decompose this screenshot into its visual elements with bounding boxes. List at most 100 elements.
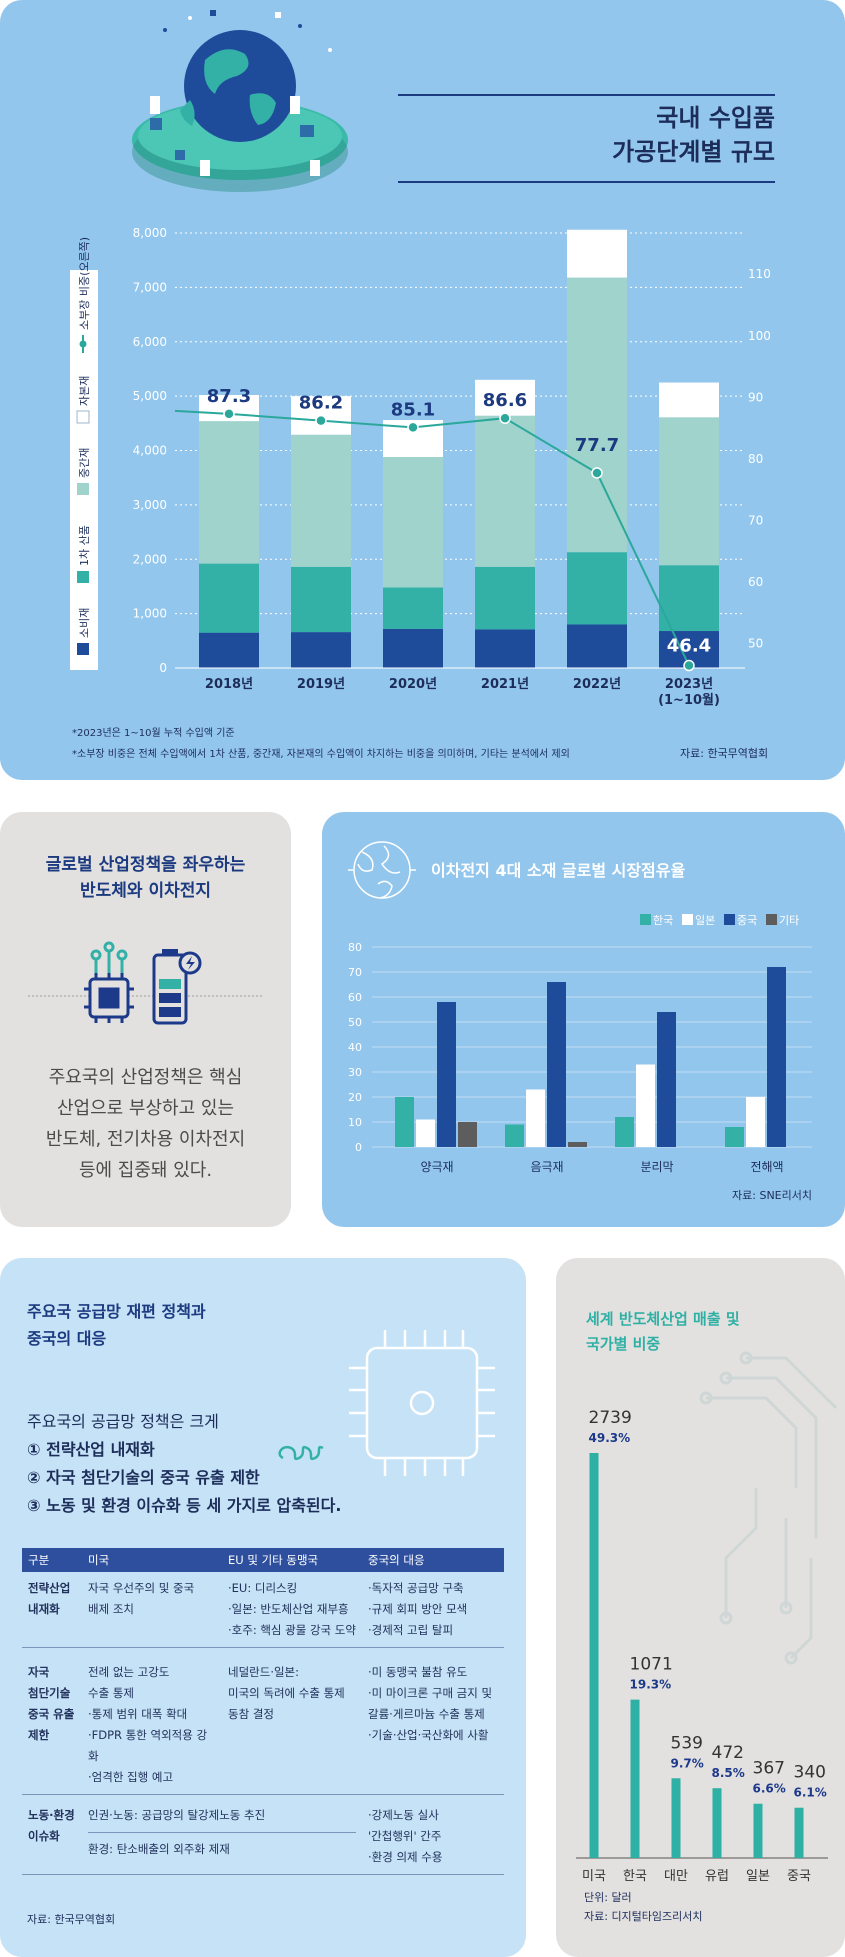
bar-intermediate	[199, 421, 259, 564]
y-tick-label: 30	[348, 1066, 362, 1079]
value-label: 340	[794, 1763, 826, 1783]
row2-china: ·미 동맹국 불참 유도 ·미 마이크론 구매 금지 및 갈륨·게르마늄 수출 통제…	[362, 1647, 504, 1795]
y2-tick-label: 70	[748, 513, 763, 527]
bar-primary	[475, 566, 535, 630]
y-tick-label: 4,000	[133, 444, 167, 458]
x-tick-label: 대만	[664, 1869, 688, 1884]
panel5-source: 자료: 디지털타임즈리서치	[584, 1910, 703, 1923]
x-tick-label: 음극재	[530, 1160, 563, 1174]
panel4-intro: 주요국의 공급망 정책은 크게	[27, 1412, 219, 1431]
y-tick-label: 5,000	[133, 389, 167, 403]
panel2-title-line2: 반도체와 이차전지	[79, 881, 212, 901]
legend-swatch-consumer	[77, 643, 89, 655]
legend-swatch-korea	[640, 914, 651, 925]
legend-label-share: 소부장 비중(오른쪽)	[78, 237, 91, 330]
value-label: 472	[712, 1743, 744, 1763]
policy-table: 구분 미국 EU 및 기타 동맹국 중국의 대응 전략산업 내재화 자국 우선주의…	[22, 1548, 504, 1875]
y-tick-label: 40	[348, 1041, 362, 1054]
legend-swatch-intermediate	[77, 483, 89, 495]
bar-japan	[526, 1089, 545, 1147]
bar-sales	[589, 1453, 599, 1858]
y2-tick-label: 80	[748, 452, 763, 466]
industrial-policy-panel: 글로벌 산업정책을 좌우하는 반도체와 이차전지 주요국의 산업정책은 핵심 산…	[0, 812, 291, 1227]
import-chart-panel: 국내 수입품 가공단계별 규모 0 1,000 2,000 3,000 4,000 5,0…	[0, 0, 845, 780]
policy-table-header: 구분 미국 EU 및 기타 동맹국 중국의 대응	[22, 1548, 504, 1572]
value-label: 539	[671, 1733, 703, 1753]
x-tick-label: 유럽	[705, 1869, 729, 1884]
x-tick-label: 일본	[746, 1869, 770, 1884]
chart2-bars	[395, 967, 786, 1147]
x-tick-label: 2022년	[573, 677, 621, 692]
bar-sales	[794, 1807, 804, 1858]
supply-chain-panel: 주요국 공급망 재편 정책과 중국의 대응 주요국의 공급망 정책은 크게 ① …	[0, 1258, 526, 1957]
share-point	[683, 659, 695, 672]
bar-korea	[505, 1124, 524, 1147]
row2-category: 자국 첨단기술 중국 유출 제한	[22, 1647, 82, 1795]
row1-category: 전략산업 내재화	[22, 1572, 82, 1648]
header-china: 중국의 대응	[362, 1548, 504, 1572]
panel3-title: 이차전지 4대 소재 글로벌 시장점유율	[431, 861, 685, 880]
row1-us: 자국 우선주의 및 중국 배제 조치	[82, 1572, 222, 1648]
panel2-title-line1: 글로벌 산업정책을 좌우하는	[45, 855, 246, 875]
battery-share-panel: 이차전지 4대 소재 글로벌 시장점유율 한국 일본 중국 기타 0 10 20 30 40 5…	[322, 812, 845, 1227]
legend-swatch-primary	[77, 571, 89, 583]
bar-primary	[659, 565, 719, 632]
bar-consumer	[383, 628, 443, 668]
share-label: 49.3%	[589, 1431, 631, 1445]
share-value-label: 86.2	[299, 393, 343, 414]
chart1-source: 자료: 한국무역협회	[680, 747, 769, 760]
globe-outline-icon	[348, 841, 416, 899]
bar-sales	[753, 1803, 763, 1858]
chart1-bars	[199, 229, 719, 668]
x-tick-label: 2023년	[665, 677, 713, 692]
row2-eu: 네덜란드·일본: 미국의 독려에 수출 통제 동참 결정	[222, 1647, 362, 1795]
bar-sales	[671, 1778, 681, 1858]
row1-eu: ·EU: 디리스킹 ·일본: 반도체산업 재부흥 ·호주: 핵심 광물 강국 도약	[222, 1572, 362, 1648]
bar-consumer	[291, 632, 351, 668]
y-tick-label: 80	[348, 941, 362, 954]
bar-consumer	[199, 632, 259, 668]
bar-primary	[291, 566, 351, 633]
panel4-point-2: ② 자국 첨단기술의 중국 유출 제한	[27, 1468, 260, 1487]
bar-china	[767, 967, 786, 1147]
bar-japan	[416, 1119, 435, 1147]
legend-swatch-share	[79, 340, 87, 348]
bar-primary	[199, 563, 259, 633]
share-value-label: 87.3	[207, 386, 251, 407]
panel2-body-line4: 등에 집중돼 있다.	[78, 1160, 213, 1181]
row3-category: 노동·환경 이슈화	[22, 1794, 82, 1875]
x-tick-label: 2020년	[389, 677, 437, 692]
value-label: 367	[753, 1759, 785, 1779]
panel2-body-line2: 산업으로 부상하고 있는	[56, 1098, 235, 1119]
x-tick-label: 한국	[623, 1869, 647, 1884]
row3-china: ·강제노동 실사 '간첩행위' 간주 ·환경 의제 수용	[362, 1794, 504, 1875]
legend-label-capital: 자본재	[78, 376, 91, 406]
row3-us-eu: 인권·노동: 공급망의 탈강제노동 추진 환경: 탄소배출의 외주화 제재	[82, 1794, 362, 1875]
chart-title-line2: 가공단계별 규모	[612, 138, 775, 166]
globe-illustration	[132, 10, 348, 192]
bar-other	[568, 1142, 587, 1147]
chart1-share-line: 87.3 86.2 85.1 86.6 77.7 46.4	[174, 386, 711, 672]
legend-label-china: 중국	[737, 914, 757, 927]
bar-sales	[712, 1788, 722, 1858]
panel5-title-line1: 세계 반도체산업 매출 및	[586, 1310, 740, 1328]
row1-china: ·독자적 공급망 구축 ·규제 회피 방안 모색 ·경제적 고립 탈피	[362, 1572, 504, 1648]
value-label: 2739	[589, 1408, 632, 1428]
x-tick-label: 분리막	[640, 1160, 673, 1174]
bar-capital	[475, 379, 535, 416]
bar-sales	[630, 1699, 640, 1858]
legend-label-consumer: 소비재	[78, 608, 91, 638]
y2-tick-label: 110	[748, 267, 771, 281]
share-point	[591, 467, 603, 479]
y-tick-label: 70	[348, 966, 362, 979]
y-tick-label: 3,000	[133, 498, 167, 512]
panel2-body: 주요국의 산업정책은 핵심 산업으로 부상하고 있는 반도체, 전기차용 이차전…	[0, 1062, 291, 1186]
panel4-point-3: ③ 노동 및 환경 이슈화 등 세 가지로 압축된다.	[27, 1496, 342, 1515]
chart1-x-axis: 2018년 2019년 2020년 2021년 2022년 2023년(1~10월)	[175, 667, 745, 708]
bar-intermediate	[383, 457, 443, 588]
bar-korea	[615, 1117, 634, 1147]
share-label: 6.1%	[794, 1786, 827, 1800]
header-us: 미국	[82, 1548, 222, 1572]
chart1-legend: 소비재 1차 산품 중간재 자본재 소부장 비중(오른쪽)	[70, 237, 98, 670]
bar-capital	[659, 382, 719, 418]
